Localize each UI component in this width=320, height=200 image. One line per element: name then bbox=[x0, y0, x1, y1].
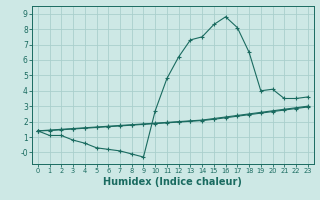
X-axis label: Humidex (Indice chaleur): Humidex (Indice chaleur) bbox=[103, 177, 242, 187]
